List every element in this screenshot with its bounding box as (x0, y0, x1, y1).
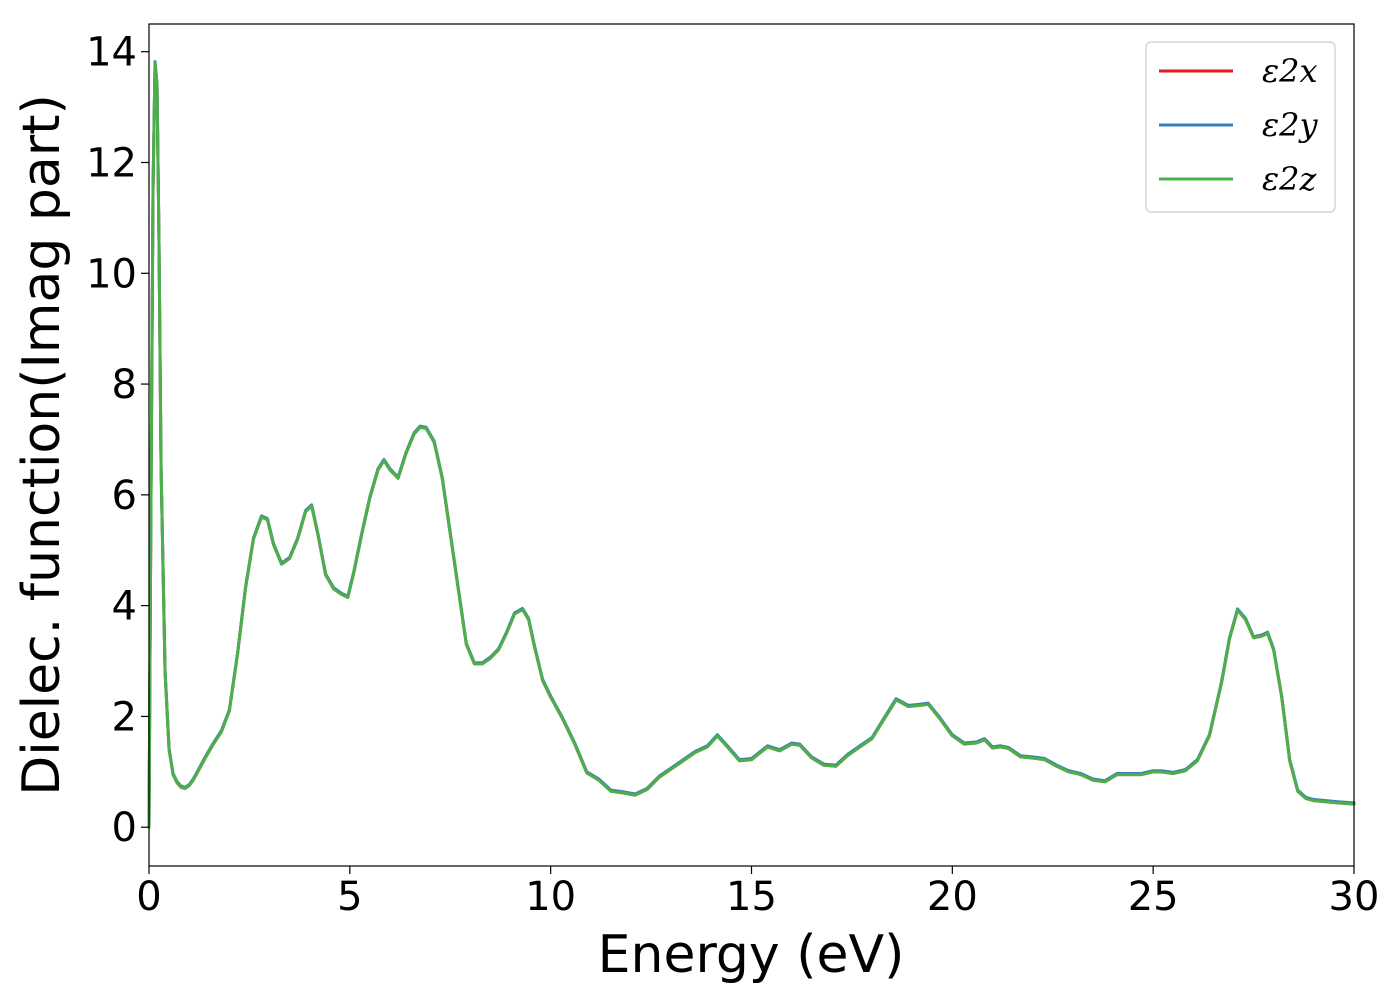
y-tick-label: 6 (112, 473, 137, 519)
y-tick-label: 8 (112, 362, 137, 408)
x-tick-label: 10 (525, 874, 576, 920)
y-tick-label: 12 (86, 140, 137, 186)
x-tick-label: 0 (136, 874, 161, 920)
legend-label: ε2x (1262, 52, 1318, 90)
legend: ε2x ε2y ε2z (1145, 41, 1336, 213)
plot-lines (147, 60, 1356, 829)
legend-label: ε2z (1262, 160, 1318, 198)
x-tick-label: 30 (1329, 874, 1380, 920)
x-axis-title: Energy (eV) (598, 925, 905, 985)
x-axis-ticks: 0 5 10 15 20 25 30 (136, 866, 1379, 920)
y-tick-label: 4 (112, 584, 137, 630)
y-axis-title: Dielec. function(Imag part) (12, 94, 72, 796)
legend-box (1145, 41, 1336, 213)
y-tick-label: 10 (86, 251, 137, 297)
x-tick-label: 5 (337, 874, 362, 920)
x-tick-label: 25 (1128, 874, 1179, 920)
y-tick-label: 2 (112, 694, 137, 740)
legend-label: ε2y (1262, 106, 1319, 144)
x-tick-label: 15 (726, 874, 777, 920)
y-tick-label: 14 (86, 30, 137, 76)
x-tick-label: 20 (927, 874, 978, 920)
y-axis-ticks: 0 2 4 6 8 10 12 14 (86, 30, 149, 851)
series-line-3 (147, 61, 1356, 829)
y-tick-label: 0 (112, 805, 137, 851)
